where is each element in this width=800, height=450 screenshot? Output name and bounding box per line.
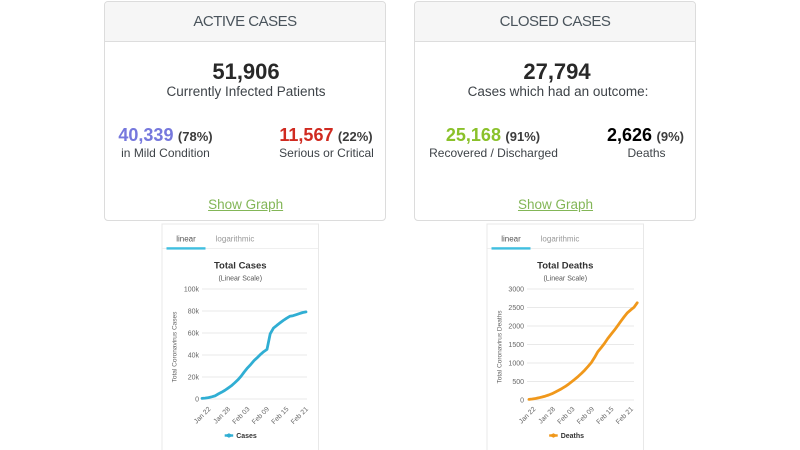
svg-text:linear: linear [501,235,521,244]
svg-text:Deaths: Deaths [561,433,584,440]
svg-text:0: 0 [520,398,524,405]
svg-text:Feb 15: Feb 15 [270,406,290,426]
svg-text:logarithmic: logarithmic [541,235,580,244]
svg-text:3000: 3000 [508,287,524,294]
svg-text:Feb 09: Feb 09 [576,406,596,426]
svg-text:Jan 22: Jan 22 [193,406,213,426]
svg-text:(Linear Scale): (Linear Scale) [218,276,262,283]
svg-text:Feb 09: Feb 09 [251,406,271,426]
svg-text:80k: 80k [188,309,200,316]
svg-text:1500: 1500 [508,342,524,349]
svg-text:Total Coronavirus Deaths: Total Coronavirus Deaths [497,310,504,384]
svg-text:Jan 22: Jan 22 [518,406,538,426]
svg-text:Cases: Cases [236,433,257,440]
svg-text:0: 0 [195,397,199,404]
svg-text:Total Deaths: Total Deaths [537,261,593,272]
svg-text:logarithmic: logarithmic [216,235,255,244]
svg-text:500: 500 [512,379,524,386]
svg-text:2500: 2500 [508,305,524,312]
svg-text:Feb 03: Feb 03 [556,406,576,426]
svg-text:Jan 28: Jan 28 [213,406,233,426]
svg-text:Feb 21: Feb 21 [615,406,635,426]
svg-text:1000: 1000 [508,361,524,368]
svg-text:100k: 100k [184,287,200,294]
svg-text:(Linear Scale): (Linear Scale) [543,276,587,283]
svg-text:2000: 2000 [508,324,524,331]
svg-text:linear: linear [176,235,196,244]
svg-text:Total Cases: Total Cases [214,261,267,272]
svg-text:Jan 28: Jan 28 [538,406,558,426]
svg-text:Total Coronavirus Cases: Total Coronavirus Cases [172,311,179,383]
svg-text:60k: 60k [188,331,200,338]
svg-text:40k: 40k [188,353,200,360]
svg-text:Feb 03: Feb 03 [231,406,251,426]
svg-text:Feb 15: Feb 15 [595,406,615,426]
svg-text:20k: 20k [188,375,200,382]
svg-text:Feb 21: Feb 21 [290,406,310,426]
